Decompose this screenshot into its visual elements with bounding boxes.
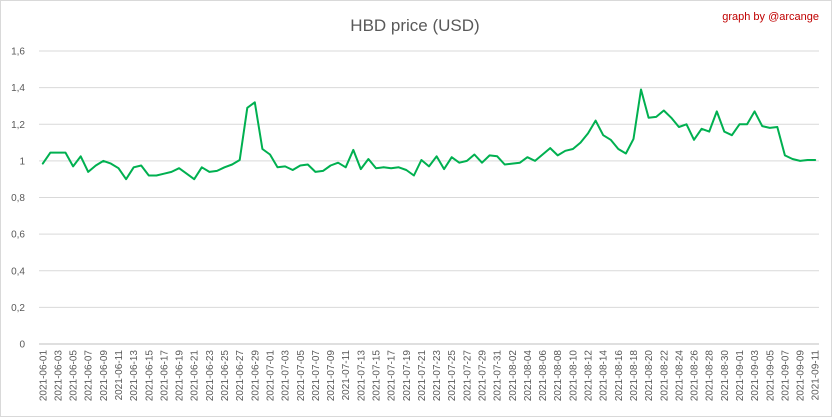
- y-tick-label: 1,2: [11, 120, 25, 131]
- x-tick-label: 2021-09-11: [811, 350, 822, 401]
- x-tick-label: 2021-06-13: [129, 350, 140, 402]
- y-tick-label: 1,6: [11, 47, 25, 58]
- x-tick-label: 2021-08-02: [508, 350, 519, 402]
- y-axis-ticks: 0 0,2 0,4 0,6 0,8 1 1,2 1,4 1,6: [11, 47, 25, 351]
- x-tick-label: 2021-06-23: [205, 350, 216, 402]
- x-tick-label: 2021-07-17: [387, 350, 398, 402]
- x-tick-label: 2021-06-11: [114, 350, 125, 401]
- x-tick-label: 2021-07-27: [462, 350, 473, 402]
- x-tick-label: 2021-06-19: [175, 350, 186, 402]
- x-tick-label: 2021-08-08: [553, 350, 564, 402]
- x-tick-label: 2021-07-13: [356, 350, 367, 402]
- x-tick-label: 2021-08-22: [659, 350, 670, 402]
- x-tick-label: 2021-09-05: [765, 350, 776, 402]
- x-tick-label: 2021-08-24: [674, 350, 685, 402]
- gridlines: [39, 50, 819, 345]
- y-tick-label: 1: [19, 156, 25, 167]
- x-tick-label: 2021-08-04: [523, 350, 534, 402]
- x-tick-label: 2021-07-29: [478, 350, 489, 402]
- x-tick-label: 2021-07-21: [417, 350, 428, 402]
- x-tick-label: 2021-07-01: [265, 350, 276, 402]
- x-tick-label: 2021-08-14: [599, 350, 610, 402]
- x-tick-label: 2021-06-25: [220, 350, 231, 402]
- x-tick-label: 2021-07-09: [326, 350, 337, 402]
- y-tick-label: 0,6: [11, 230, 25, 241]
- y-tick-label: 0,4: [11, 266, 25, 277]
- x-tick-label: 2021-06-03: [53, 350, 64, 402]
- x-tick-label: 2021-09-01: [735, 350, 746, 402]
- x-tick-label: 2021-06-05: [69, 350, 80, 402]
- x-tick-label: 2021-08-26: [690, 350, 701, 402]
- x-tick-label: 2021-07-07: [311, 350, 322, 402]
- x-tick-label: 2021-06-09: [99, 350, 110, 402]
- x-tick-label: 2021-07-31: [493, 350, 504, 402]
- x-tick-label: 2021-08-30: [720, 350, 731, 402]
- series-layer: [41, 88, 817, 181]
- x-tick-label: 2021-07-05: [296, 350, 307, 402]
- x-tick-label: 2021-09-09: [796, 350, 807, 402]
- y-tick-label: 0,2: [11, 303, 25, 314]
- x-tick-label: 2021-08-28: [705, 350, 716, 402]
- x-tick-label: 2021-08-16: [614, 350, 625, 402]
- x-tick-label: 2021-07-19: [402, 350, 413, 402]
- x-tick-label: 2021-08-06: [538, 350, 549, 402]
- x-tick-label: 2021-08-12: [584, 350, 595, 402]
- y-tick-label: 1,4: [11, 83, 25, 94]
- y-tick-label: 0: [19, 340, 25, 351]
- x-tick-label: 2021-08-20: [644, 350, 655, 402]
- chart-title: HBD price (USD): [350, 16, 479, 35]
- x-tick-label: 2021-07-11: [341, 350, 352, 401]
- x-tick-label: 2021-06-29: [250, 350, 261, 402]
- x-tick-label: 2021-07-25: [447, 350, 458, 402]
- x-tick-label: 2021-06-27: [235, 350, 246, 402]
- x-tick-label: 2021-06-01: [38, 350, 49, 402]
- chart-credit: graph by @arcange: [722, 11, 819, 23]
- x-tick-label: 2021-07-23: [432, 350, 443, 402]
- x-tick-label: 2021-06-17: [159, 350, 170, 402]
- x-tick-label: 2021-09-03: [750, 350, 761, 402]
- x-tick-label: 2021-07-03: [281, 350, 292, 402]
- x-tick-label: 2021-07-15: [371, 350, 382, 402]
- price-series-line: [41, 88, 817, 181]
- x-tick-label: 2021-06-07: [84, 350, 95, 402]
- x-tick-label: 2021-08-10: [568, 350, 579, 402]
- x-tick-label: 2021-09-07: [780, 350, 791, 402]
- x-tick-label: 2021-08-18: [629, 350, 640, 402]
- x-tick-label: 2021-06-21: [190, 350, 201, 402]
- x-tick-label: 2021-06-15: [144, 350, 155, 402]
- x-axis-ticks: 2021-06-01 2021-06-03 2021-06-05 2021-06-07…: [38, 350, 821, 402]
- y-tick-label: 0,8: [11, 193, 25, 204]
